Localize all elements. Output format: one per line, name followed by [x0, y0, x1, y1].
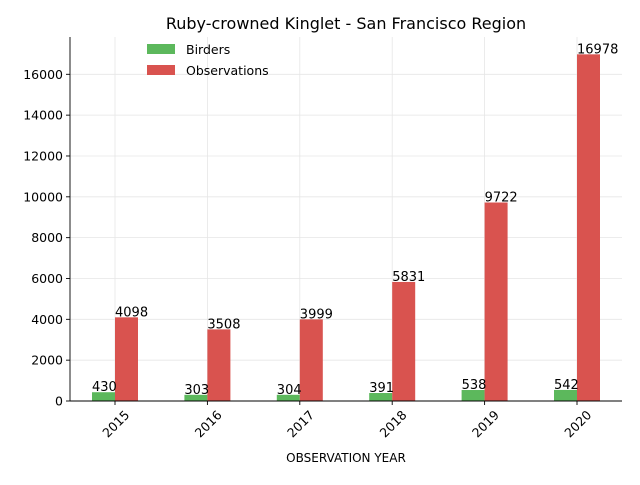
- bar-birders: [554, 389, 577, 401]
- data-label-observations: 16978: [577, 42, 618, 57]
- bar-observations: [577, 54, 600, 402]
- bar-observations: [299, 319, 323, 401]
- data-label-birders: 542: [554, 378, 579, 393]
- y-tick-label: 0: [55, 394, 63, 409]
- legend: Birders Observations: [147, 42, 269, 78]
- data-label-birders: 538: [462, 378, 487, 393]
- bar-observations: [115, 317, 138, 401]
- y-tick-label: 14000: [23, 108, 63, 123]
- x-axis-label: OBSERVATION YEAR: [286, 451, 406, 465]
- bar-birders: [184, 394, 208, 401]
- axes-layer: 0200040006000800010000120001400016000201…: [23, 37, 622, 440]
- data-label-observations: 9722: [485, 190, 518, 205]
- y-tick-label: 8000: [31, 230, 63, 245]
- y-tick-label: 6000: [31, 271, 63, 286]
- bar-birders: [92, 392, 115, 401]
- bar-birders: [276, 394, 300, 401]
- bars-layer: [92, 54, 600, 402]
- legend-label-birders: Birders: [186, 42, 230, 57]
- data-label-observations: 4098: [115, 305, 148, 320]
- data-label-birders: 430: [92, 380, 117, 395]
- data-label-observations: 3508: [207, 317, 240, 332]
- y-tick-label: 4000: [31, 312, 63, 327]
- data-label-observations: 5831: [392, 270, 425, 285]
- y-tick-label: 10000: [23, 189, 63, 204]
- y-tick-label: 16000: [23, 67, 63, 82]
- bar-observations: [392, 281, 416, 401]
- y-tick-label: 2000: [31, 353, 63, 368]
- bar-observations: [484, 202, 508, 401]
- legend-swatch-observations: [147, 65, 175, 75]
- bar-birders: [461, 390, 485, 401]
- legend-swatch-birders: [147, 44, 175, 54]
- y-tick-label: 12000: [23, 148, 63, 163]
- data-label-birders: 304: [277, 383, 302, 398]
- bar-birders: [369, 393, 393, 401]
- bar-observations: [207, 329, 231, 401]
- chart-title: Ruby-crowned Kinglet - San Francisco Reg…: [166, 14, 526, 33]
- legend-label-observations: Observations: [186, 63, 269, 78]
- data-label-birders: 391: [369, 381, 394, 396]
- data-label-birders: 303: [184, 383, 209, 398]
- data-label-observations: 3999: [300, 307, 333, 322]
- data-labels-layer: 430 303 304 391 538 542 4098 3508 3999 5831 9722 16…: [92, 42, 618, 397]
